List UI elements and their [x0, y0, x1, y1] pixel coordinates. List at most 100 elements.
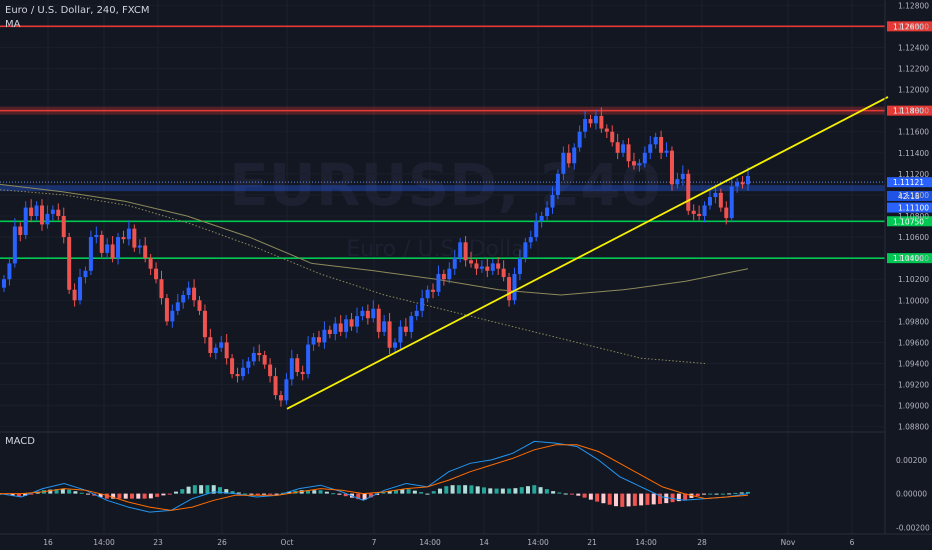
candle	[268, 364, 273, 377]
macd-histogram-bar	[29, 493, 34, 495]
macd-histogram-bar	[456, 485, 461, 494]
macd-histogram-bar	[318, 490, 323, 494]
candle	[192, 287, 197, 301]
macd-histogram-bar	[79, 492, 84, 494]
macd-histogram-bar	[343, 493, 348, 497]
macd-histogram-bar	[727, 493, 732, 495]
price-tag-label: 1.11100	[898, 204, 929, 213]
candle	[501, 268, 506, 278]
macd-histogram-bar	[412, 490, 417, 494]
candle	[746, 175, 750, 185]
macd-histogram-bar	[67, 489, 72, 494]
candle	[615, 142, 620, 153]
resistance-price-label: 1.11800	[893, 107, 924, 116]
macd-histogram-bar	[236, 492, 241, 494]
macd-histogram-bar	[588, 493, 593, 500]
candle	[159, 279, 164, 299]
macd-histogram-bar	[368, 493, 373, 498]
price-tag	[887, 202, 932, 213]
macd-histogram-bar	[394, 490, 398, 494]
macd-histogram-bar	[676, 493, 681, 502]
candle	[496, 263, 501, 269]
price-tick-label: 1.10000	[898, 296, 929, 305]
macd-histogram-bar	[739, 492, 744, 494]
time-tick-label: 14	[479, 538, 489, 547]
candle	[664, 150, 669, 153]
macd-histogram-bar	[614, 493, 618, 507]
resistance-price-tag	[887, 21, 932, 32]
macd-histogram-bar	[513, 488, 518, 494]
macd-histogram-bar	[526, 486, 530, 494]
candle	[170, 310, 175, 322]
macd-histogram-bar	[431, 491, 436, 494]
macd-histogram-bar	[180, 489, 185, 494]
candle	[659, 136, 664, 153]
candle	[202, 310, 207, 338]
candle	[545, 207, 550, 216]
candle	[469, 260, 474, 264]
macd-histogram-bar	[387, 491, 392, 494]
macd-histogram-bar	[362, 493, 367, 500]
macd-histogram-bar	[658, 493, 662, 504]
price-tick-label: 1.09800	[898, 317, 929, 326]
candle	[349, 319, 354, 327]
price-tick-label: 1.09600	[898, 338, 929, 347]
price-tick-label: 1.09200	[898, 381, 929, 390]
macd-histogram-bar	[406, 489, 411, 494]
macd-tick-label: -0.00200	[896, 523, 930, 532]
signal-line	[0, 444, 749, 511]
support-price-label: 1.10750	[893, 217, 924, 226]
macd-histogram-bar	[438, 488, 442, 494]
candle	[344, 319, 349, 332]
candle	[637, 163, 642, 166]
candle	[219, 342, 224, 348]
macd-label: MACD	[5, 436, 35, 447]
support-price-label: 1.10400	[893, 254, 924, 263]
candle	[67, 237, 72, 290]
price-tag-label: 42:18	[898, 192, 920, 201]
candle	[164, 298, 169, 322]
time-tick-label: 14:00	[93, 538, 115, 547]
candle	[327, 329, 332, 335]
candle	[702, 205, 707, 216]
candle	[213, 347, 218, 353]
candle	[306, 344, 311, 375]
candle	[29, 207, 34, 216]
candle	[420, 298, 425, 311]
candle	[121, 237, 126, 240]
candle	[458, 242, 463, 259]
macd-histogram-bar	[356, 493, 361, 500]
macd-histogram-bar	[224, 489, 229, 494]
time-tick-label: 26	[217, 538, 227, 547]
candle	[680, 173, 685, 180]
candle	[208, 337, 213, 353]
macd-histogram-bar	[249, 493, 254, 495]
candle	[382, 321, 387, 332]
candle	[34, 205, 39, 216]
macd-histogram-bar	[167, 493, 172, 495]
candle	[691, 210, 696, 214]
candle	[105, 244, 110, 253]
candle	[463, 242, 468, 261]
candle	[94, 234, 99, 238]
macd-histogram-bar	[664, 493, 669, 504]
macd-histogram-bar	[488, 488, 493, 494]
candle	[186, 287, 191, 296]
support-price-tag	[887, 253, 932, 264]
candle	[507, 277, 512, 301]
time-tick-label: 14:00	[527, 538, 549, 547]
zone-band	[0, 185, 885, 192]
candle	[686, 173, 691, 211]
macd-histogram-bar	[714, 493, 719, 495]
price-tick-label: 1.11400	[898, 149, 929, 158]
price-tick-label: 1.12600	[898, 22, 929, 31]
candle	[593, 115, 598, 124]
macd-histogram-bar	[626, 493, 631, 507]
candle	[387, 321, 392, 348]
macd-histogram-bar	[482, 487, 486, 494]
macd-histogram-bar	[312, 490, 317, 494]
macd-histogram-bar	[23, 493, 28, 496]
macd-histogram-bar	[419, 492, 424, 494]
candle	[583, 119, 588, 132]
